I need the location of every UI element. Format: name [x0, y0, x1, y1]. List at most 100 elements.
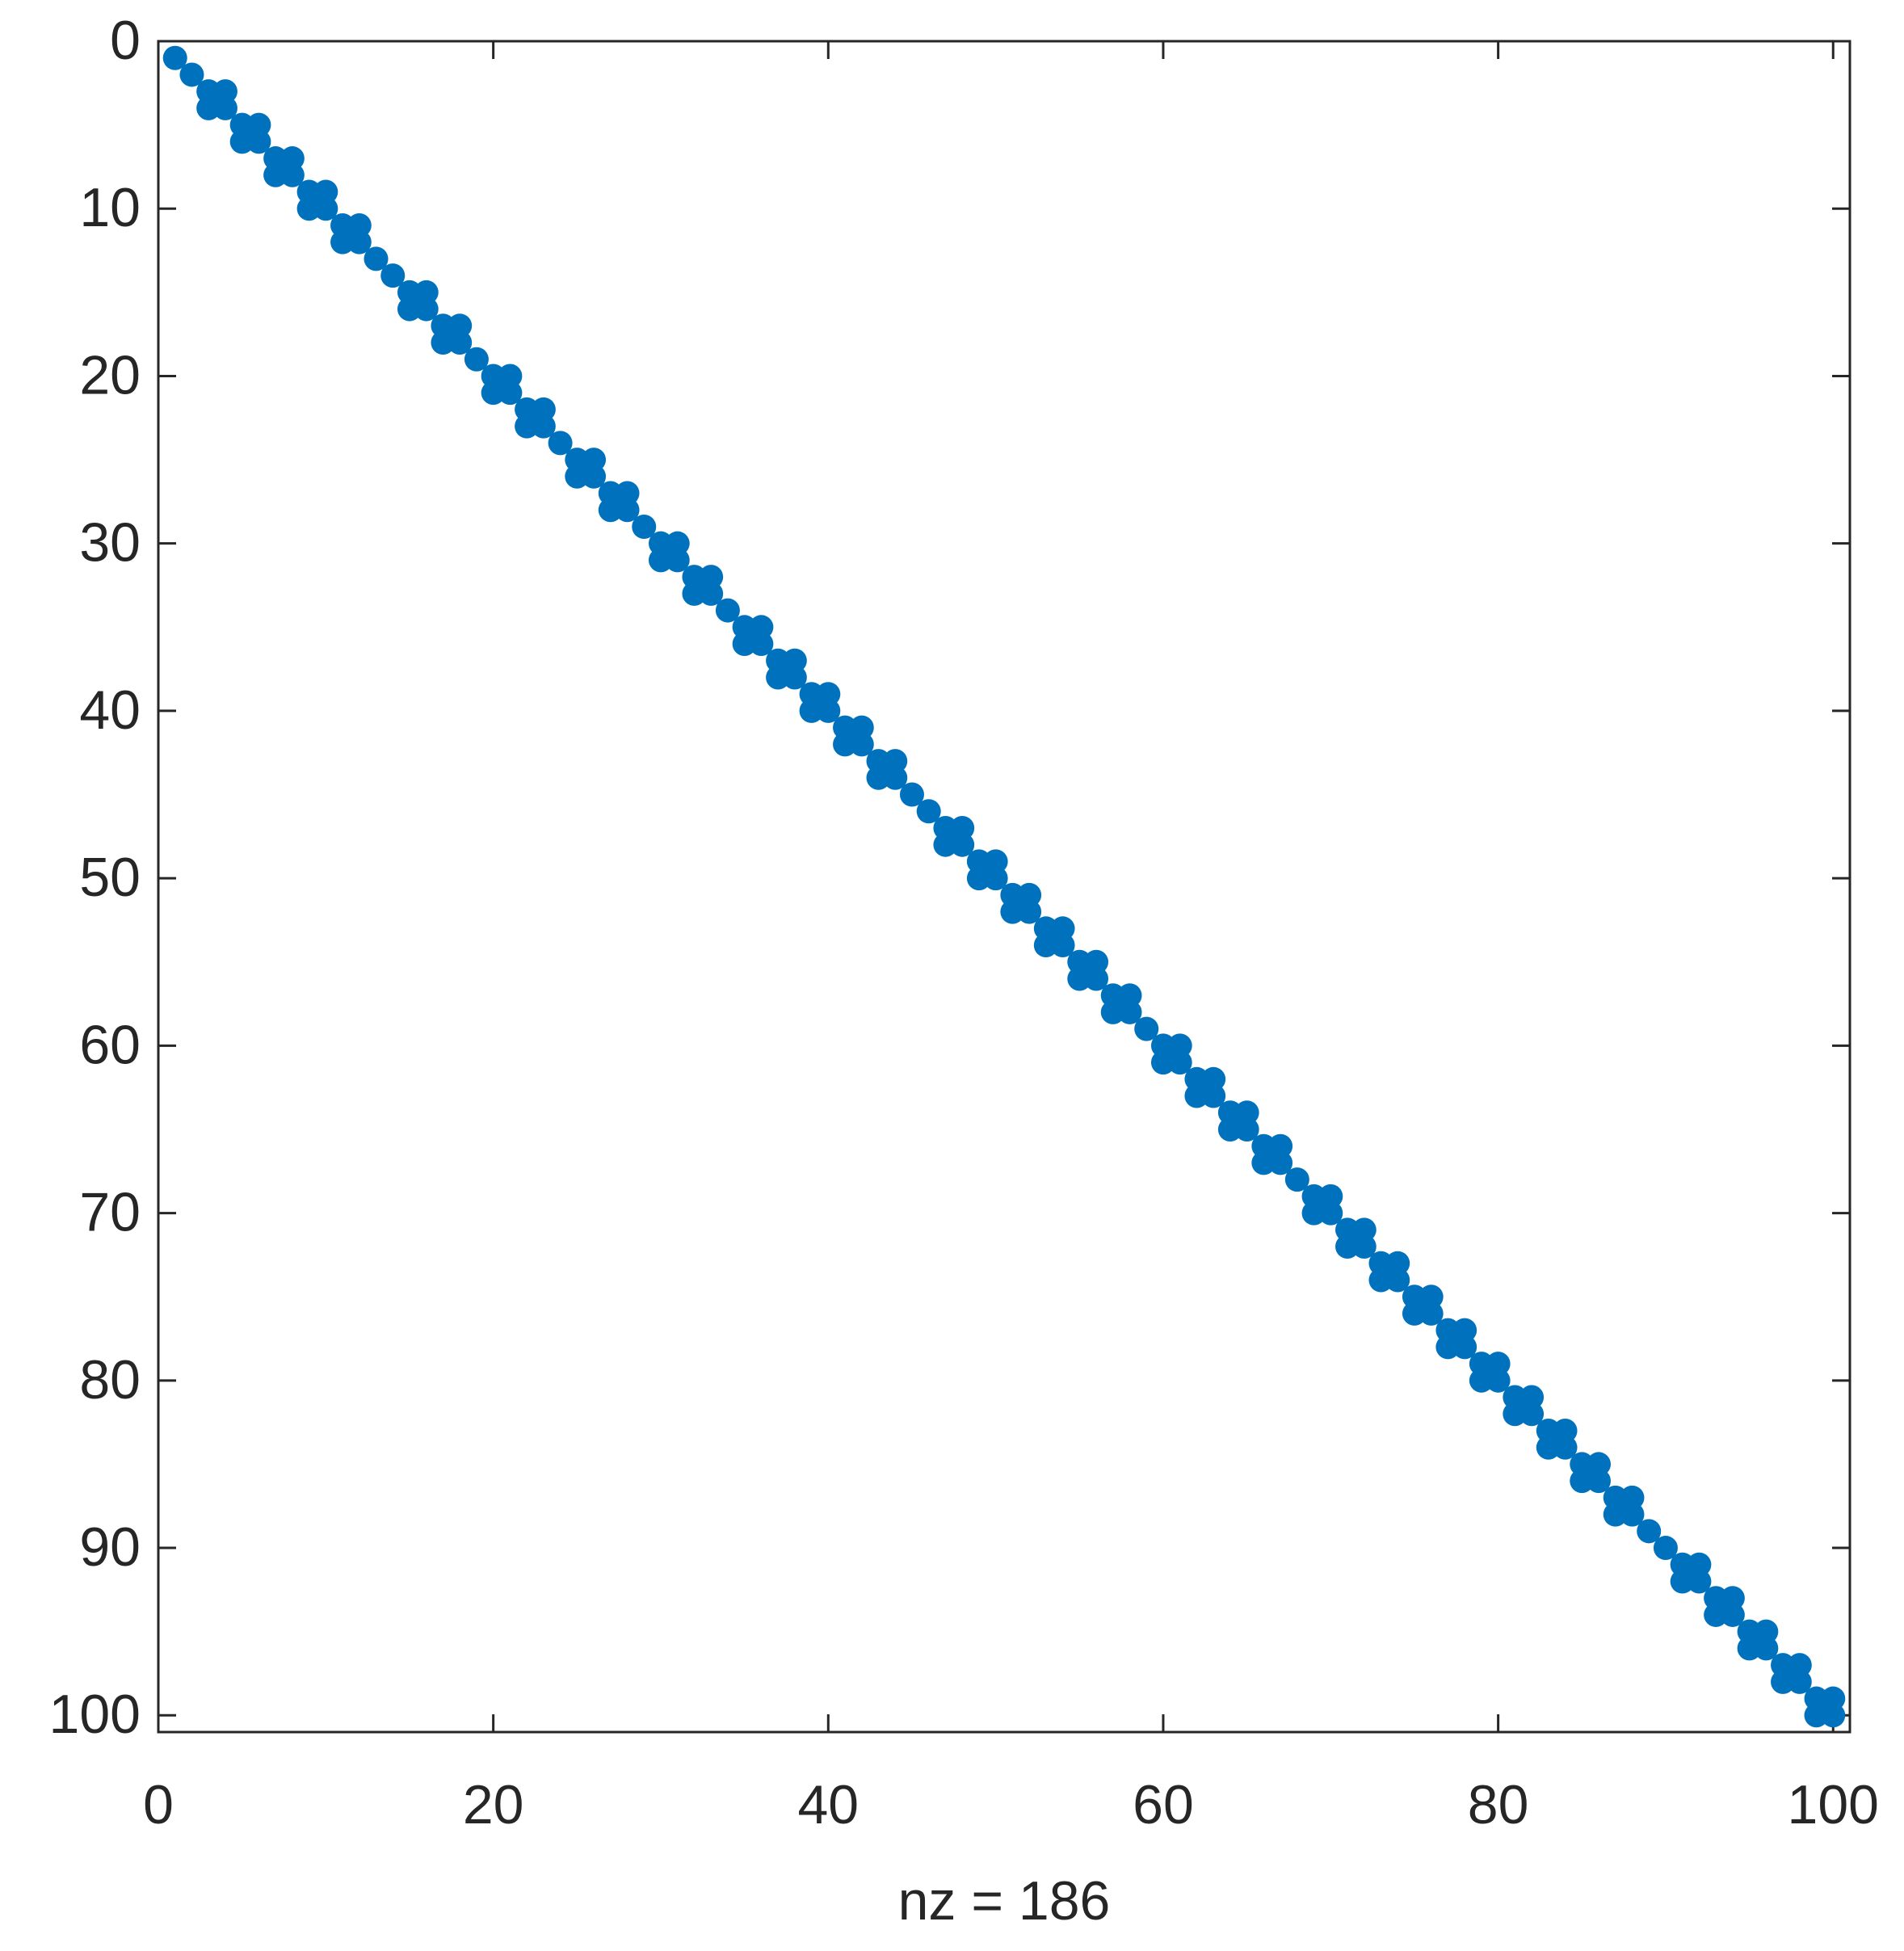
x-tick-label: 0 [143, 1774, 174, 1835]
point [229, 129, 254, 154]
point [1720, 1586, 1745, 1611]
point [380, 263, 406, 288]
point [515, 414, 540, 439]
point [1653, 1536, 1678, 1561]
point [1251, 1133, 1276, 1158]
point [263, 162, 288, 187]
point [1570, 1469, 1595, 1494]
point [749, 615, 774, 640]
y-tick-label: 40 [79, 679, 141, 741]
point [330, 229, 355, 254]
point [1368, 1268, 1393, 1293]
point [1587, 1452, 1612, 1477]
point [699, 565, 724, 590]
point [1804, 1686, 1829, 1711]
point [1402, 1285, 1427, 1310]
point [1771, 1669, 1796, 1694]
point [1452, 1335, 1477, 1360]
point [565, 448, 590, 473]
point [364, 246, 389, 271]
point [481, 381, 506, 406]
point [966, 866, 991, 891]
point [464, 347, 489, 372]
point [1017, 899, 1042, 924]
point [699, 581, 724, 606]
point [648, 531, 673, 556]
point [615, 498, 640, 523]
point [582, 464, 607, 489]
y-tick-label: 60 [79, 1014, 141, 1075]
point [1084, 966, 1109, 991]
point [598, 481, 623, 506]
point [1771, 1653, 1796, 1678]
point [1503, 1385, 1528, 1410]
point [1351, 1234, 1377, 1259]
point [933, 815, 958, 840]
point [1117, 999, 1142, 1024]
point [1587, 1469, 1612, 1494]
point [1368, 1251, 1393, 1276]
point [732, 632, 757, 657]
point [916, 799, 941, 824]
point [983, 849, 1008, 874]
point [833, 715, 858, 740]
x-tick-label: 20 [463, 1774, 524, 1835]
point [1737, 1636, 1762, 1661]
point [1117, 983, 1142, 1008]
point [1301, 1200, 1326, 1226]
point [866, 749, 891, 774]
point [1536, 1418, 1561, 1443]
point [1033, 916, 1058, 941]
point [397, 296, 422, 322]
point [1251, 1150, 1276, 1175]
point [648, 548, 673, 573]
point [1469, 1352, 1494, 1377]
point [1318, 1184, 1343, 1209]
y-tick-label: 90 [79, 1516, 141, 1578]
y-tick-label: 10 [79, 177, 141, 238]
point [1687, 1552, 1712, 1577]
point [1067, 949, 1092, 974]
point [280, 162, 305, 187]
point [1318, 1200, 1343, 1226]
point [280, 146, 305, 171]
point [1687, 1569, 1712, 1594]
point [1150, 1050, 1175, 1075]
point [548, 431, 573, 456]
point [1385, 1251, 1410, 1276]
point [1620, 1485, 1645, 1510]
point [766, 665, 791, 690]
point [414, 280, 439, 305]
point [1167, 1033, 1192, 1058]
point [196, 95, 221, 120]
point [431, 313, 456, 338]
point [732, 615, 757, 640]
point [1134, 1016, 1159, 1041]
point [1234, 1100, 1259, 1125]
point [531, 397, 556, 422]
y-tick-label: 80 [79, 1349, 141, 1411]
point [498, 381, 523, 406]
point [313, 179, 338, 204]
point [1754, 1619, 1779, 1644]
point [1100, 999, 1125, 1024]
point [347, 229, 372, 254]
point [1486, 1368, 1511, 1393]
point [1201, 1066, 1226, 1091]
point [782, 648, 807, 673]
point [1452, 1318, 1477, 1343]
point [1536, 1435, 1561, 1460]
y-tick-label: 100 [49, 1684, 141, 1745]
x-tick-label: 40 [797, 1774, 859, 1835]
point [1000, 882, 1025, 907]
point [531, 414, 556, 439]
point [1804, 1703, 1829, 1728]
point [782, 665, 807, 690]
point [212, 95, 237, 120]
point [749, 632, 774, 657]
point [1419, 1285, 1444, 1310]
point [1268, 1133, 1293, 1158]
point [1217, 1100, 1242, 1125]
point [665, 548, 690, 573]
y-tick-label: 70 [79, 1182, 141, 1243]
